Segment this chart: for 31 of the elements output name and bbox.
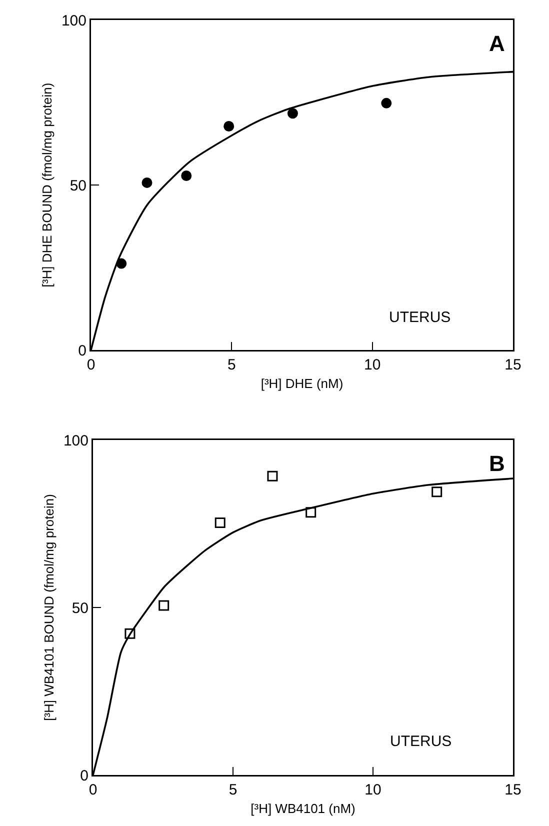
x-tick-label: 15 <box>504 356 522 374</box>
point <box>224 121 234 132</box>
annotation: UTERUS <box>389 309 451 326</box>
y-tick-label: 50 <box>72 600 88 617</box>
y-tick-label: 100 <box>61 12 86 30</box>
annotation: A <box>489 31 505 56</box>
point <box>142 177 152 188</box>
y-axis-title: [³H] DHE BOUND (fmol/mg protein) <box>40 82 55 288</box>
x-axis-title: [³H] DHE (nM) <box>260 376 344 391</box>
annotation: UTERUS <box>390 733 452 750</box>
x-tick-label: 15 <box>504 782 522 798</box>
point <box>287 108 298 119</box>
point <box>158 600 170 611</box>
x-axis-title: [³H] WB4101 (nM) <box>250 800 356 816</box>
point <box>432 486 442 498</box>
y-tick-label: 100 <box>63 432 88 450</box>
point <box>267 470 278 482</box>
x-tick-label: 10 <box>364 782 382 798</box>
point <box>214 518 226 528</box>
point <box>124 628 136 639</box>
point <box>381 98 392 108</box>
y-tick-label: 0 <box>78 342 86 360</box>
point <box>181 170 192 182</box>
y-axis-title: [³H] WB4101 BOUND (fmol/mg protein) <box>42 494 57 721</box>
y-tick-label: 50 <box>70 177 86 194</box>
point <box>306 507 316 518</box>
x-tick-label: 10 <box>364 356 381 374</box>
y-tick-label: 0 <box>80 767 88 784</box>
x-tick-label: 5 <box>228 782 238 798</box>
annotation: B <box>489 451 505 476</box>
x-tick-label: 5 <box>228 356 236 374</box>
